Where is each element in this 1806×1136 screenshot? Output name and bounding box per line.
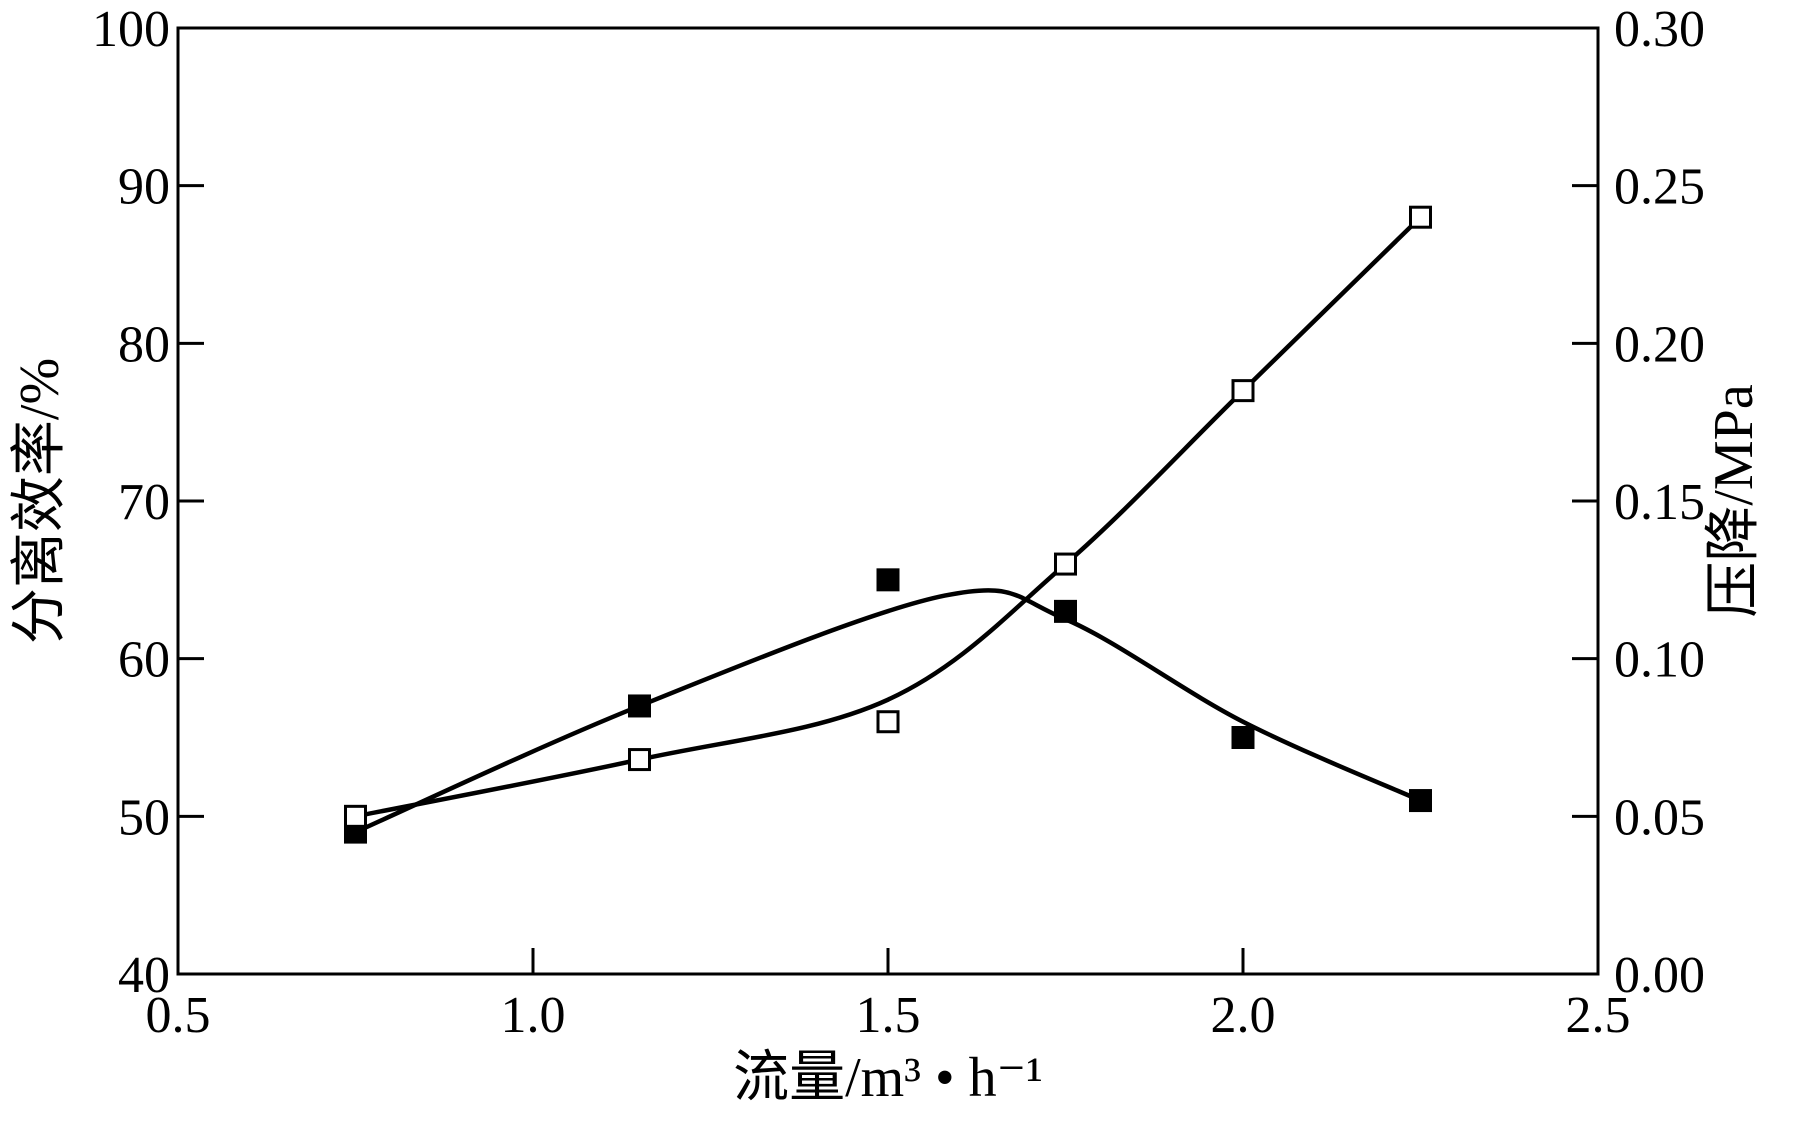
x-tick-label: 0.5 bbox=[146, 987, 211, 1044]
x-axis-ticks: 0.5 1.0 1.5 2.0 2.5 bbox=[146, 948, 1631, 1044]
y-left-tick-label: 80 bbox=[118, 316, 170, 373]
y-left-tick-label: 50 bbox=[118, 789, 170, 846]
y-left-tick-label: 100 bbox=[92, 1, 170, 58]
y-right-tick-label: 0.15 bbox=[1614, 474, 1705, 531]
series-line-1 bbox=[354, 587, 1422, 835]
series-1-point bbox=[1054, 599, 1077, 623]
y-right-tick-label: 0.20 bbox=[1614, 316, 1705, 373]
series-group bbox=[344, 205, 1432, 844]
y-left-axis-ticks: 40 50 60 70 80 90 100 bbox=[92, 1, 204, 1004]
series-1-point bbox=[628, 694, 651, 718]
y-right-tick-label: 0.30 bbox=[1614, 1, 1705, 58]
y-right-tick-label: 0.25 bbox=[1614, 159, 1705, 216]
series-1-point bbox=[1231, 726, 1255, 749]
y-left-axis-title: 分离效率/% bbox=[9, 358, 71, 644]
x-axis-title: 流量/m³ • h⁻¹ bbox=[733, 1047, 1043, 1109]
series-1-point bbox=[1409, 789, 1432, 813]
y-left-tick-label: 60 bbox=[118, 632, 170, 689]
y-left-tick-label: 90 bbox=[118, 159, 170, 216]
series-2-point bbox=[876, 710, 900, 734]
x-tick-label: 1.5 bbox=[856, 987, 921, 1044]
y-right-tick-label: 0.00 bbox=[1614, 947, 1705, 1004]
y-right-axis-title: 压降/MPa bbox=[1703, 384, 1765, 617]
series-2-point bbox=[628, 748, 651, 772]
y-right-tick-label: 0.05 bbox=[1614, 789, 1705, 846]
series-line-2 bbox=[355, 215, 1423, 819]
plot-frame bbox=[176, 26, 1600, 976]
y-right-tick-label: 0.10 bbox=[1614, 632, 1705, 689]
y-left-tick-label: 40 bbox=[118, 947, 170, 1004]
series-2-point bbox=[1054, 552, 1077, 576]
series-2-point bbox=[344, 804, 367, 828]
y-right-axis-ticks: 0.00 0.05 0.10 0.15 0.20 0.25 0.30 bbox=[1572, 1, 1705, 1004]
series-2-point bbox=[1231, 379, 1255, 403]
y-left-tick-label: 70 bbox=[118, 474, 170, 531]
series-2-point bbox=[1409, 205, 1432, 229]
x-tick-label: 2.0 bbox=[1211, 987, 1276, 1044]
series-1-point bbox=[876, 568, 900, 592]
x-tick-label: 1.0 bbox=[501, 987, 566, 1044]
x-tick-label: 2.5 bbox=[1566, 987, 1631, 1044]
